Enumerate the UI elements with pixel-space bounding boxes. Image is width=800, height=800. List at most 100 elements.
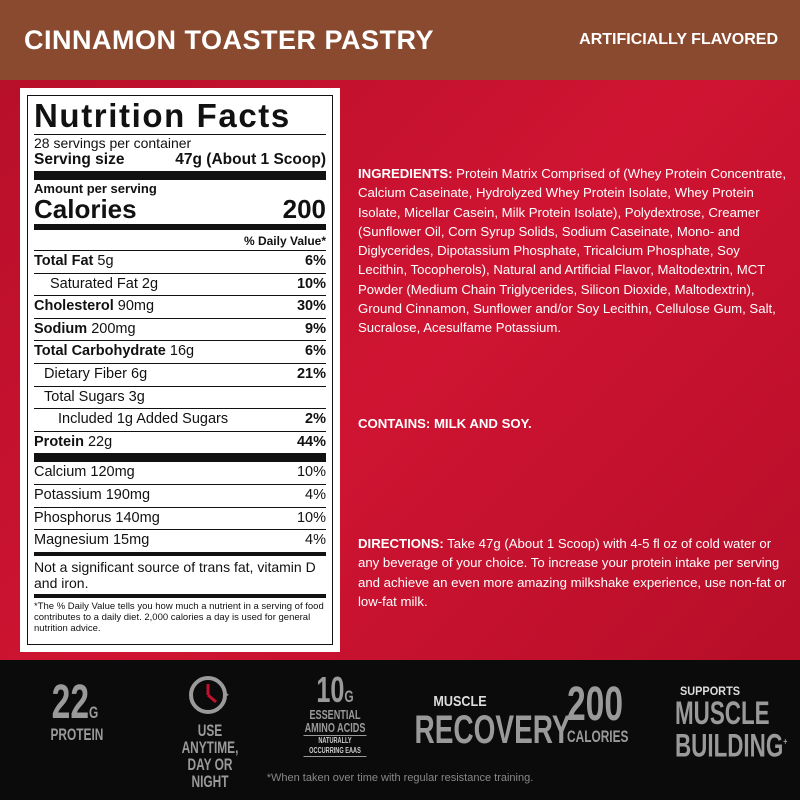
- nutrient-row: Total Sugars 3g: [34, 387, 326, 410]
- nutrient-dv: 2%: [305, 411, 326, 428]
- mineral-name: Potassium: [34, 486, 102, 503]
- not-significant-note: Not a significant source of trans fat, v…: [34, 556, 326, 598]
- badge-building: SUPPORTS MUSCLE BUILDING+: [675, 684, 787, 762]
- mineral-amount: 140mg: [115, 509, 160, 526]
- serving-size: Serving size 47g (About 1 Scoop): [34, 151, 326, 169]
- servings-per-container: 28 servings per container: [34, 135, 192, 151]
- nutrient-name: Saturated Fat: [50, 275, 138, 292]
- serving-size-value: 47g (About 1 Scoop): [175, 151, 326, 168]
- anytime-line2: DAY OR NIGHT: [187, 755, 233, 791]
- mineral-row: Potassium 190mg 4%: [34, 485, 326, 508]
- nutrient-row: Total Carbohydrate 16g 6%: [34, 341, 326, 364]
- eaa-value: 10: [316, 669, 345, 710]
- nutrient-name: Dietary Fiber: [44, 365, 127, 382]
- nutrient-dv: 6%: [305, 253, 326, 269]
- nutrient-amount: 200mg: [91, 320, 136, 337]
- nutrient-amount: 22g: [87, 433, 113, 450]
- eaa-sub2: OCCURRING EAAS: [303, 746, 367, 757]
- badge-recovery: MUSCLE RECOVERY: [414, 693, 571, 752]
- mineral-dv: 10%: [296, 509, 326, 526]
- protein-unit: G: [89, 703, 99, 722]
- nutrient-row: Included 1g Added Sugars 2%: [34, 409, 326, 432]
- mineral-row: Magnesium 15mg 4%: [34, 530, 326, 556]
- directions: DIRECTIONS: Take 47g (About 1 Scoop) wit…: [358, 534, 788, 611]
- calories-badge-value: 200: [567, 678, 624, 731]
- nutrient-row: Sodium 200mg 9%: [34, 319, 326, 342]
- benefits-bar: [0, 660, 800, 800]
- nutrient-row: Protein 22g 44%: [34, 432, 326, 463]
- mineral-amount: 15mg: [112, 532, 150, 549]
- divider: [34, 224, 326, 230]
- nutrient-dv: 44%: [296, 433, 326, 450]
- nutrient-dv: 10%: [296, 275, 326, 292]
- badge-calories: 200 CALORIES: [567, 678, 629, 746]
- ingredients-text: Protein Matrix Comprised of (Whey Protei…: [358, 166, 786, 336]
- calories-row: Calories 200: [34, 196, 326, 222]
- building-top: SUPPORTS: [679, 684, 741, 698]
- product-title: CINNAMON TOASTER PASTRY: [24, 24, 435, 55]
- calories-value: 200: [282, 194, 326, 224]
- nutrient-dv: 6%: [305, 343, 326, 360]
- mineral-amount: 190mg: [105, 486, 151, 503]
- mineral-dv: 10%: [296, 464, 326, 481]
- badge-eaa: 10G ESSENTIAL AMINO ACIDS NATURALLY OCCU…: [303, 669, 367, 757]
- anytime-line1: USE ANYTIME,: [181, 721, 239, 757]
- mineral-dv: 4%: [305, 486, 326, 503]
- nutrient-amount: 5g: [97, 253, 114, 269]
- nutrient-amount: 3g: [128, 388, 145, 405]
- daily-value-header: % Daily Value*: [34, 232, 326, 251]
- nutrient-amount: 16g: [169, 343, 195, 360]
- eaa-unit: G: [344, 687, 354, 706]
- directions-text: Take 47g (About 1 Scoop) with 4-5 fl oz …: [358, 536, 787, 609]
- badge-protein: 22G PROTEIN: [50, 679, 104, 744]
- mineral-dv: 4%: [305, 532, 326, 549]
- ingredients: INGREDIENTS: Protein Matrix Comprised of…: [358, 164, 788, 338]
- building-line1: MUSCLE: [675, 695, 770, 731]
- calories-badge-label: CALORIES: [567, 727, 629, 746]
- mineral-row: Calcium 120mg 10%: [34, 462, 326, 485]
- mineral-name: Phosphorus: [34, 509, 112, 526]
- nutrient-amount: 6g: [131, 365, 148, 382]
- protein-value: 22: [51, 676, 90, 729]
- nutrient-dv: 9%: [305, 320, 326, 337]
- nutrient-row: Dietary Fiber 6g 21%: [34, 364, 326, 387]
- mineral-name: Magnesium: [34, 532, 109, 549]
- flavor-note: ARTIFICIALLY FLAVORED: [579, 31, 778, 48]
- nutrient-name: Total Sugars: [44, 388, 125, 405]
- nutrient-name: Included 1g Added Sugars: [58, 411, 229, 428]
- recovery-main: RECOVERY: [414, 708, 571, 752]
- mineral-name: Calcium: [34, 464, 87, 481]
- nutrient-dv: 30%: [296, 298, 326, 315]
- nutrition-title: Nutrition Facts: [34, 98, 326, 135]
- eaa-line1: ESSENTIAL: [309, 707, 361, 722]
- nutrient-amount: 2g: [141, 275, 159, 292]
- nutrient-name: Cholesterol: [34, 298, 114, 315]
- building-line2: BUILDING: [675, 727, 784, 764]
- directions-label: DIRECTIONS:: [358, 536, 444, 551]
- amount-per-serving: Amount per serving: [34, 181, 157, 196]
- nutrient-name: Protein: [34, 433, 84, 450]
- allergen-statement: CONTAINS: MILK AND SOY.: [358, 416, 532, 431]
- nutrient-row: Saturated Fat 2g 10%: [34, 274, 326, 297]
- eaa-sub1: NATURALLY: [318, 736, 352, 745]
- recovery-top: MUSCLE: [433, 693, 487, 710]
- mineral-amount: 120mg: [90, 464, 135, 481]
- serving-size-label: Serving size: [34, 151, 125, 168]
- ingredients-label: INGREDIENTS:: [358, 166, 453, 181]
- building-mark: +: [783, 737, 788, 748]
- nutrient-dv: 21%: [296, 365, 326, 382]
- clock-icon: [189, 676, 229, 714]
- nutrient-name: Total Fat: [34, 253, 94, 269]
- nutrient-amount: 90mg: [117, 298, 155, 315]
- divider: [34, 171, 326, 180]
- nutrition-facts-label: Nutrition Facts 28 servings per containe…: [20, 88, 340, 652]
- nutrient-row: Cholesterol 90mg 30%: [34, 296, 326, 319]
- badge-anytime: USE ANYTIME, DAY OR NIGHT: [150, 673, 270, 790]
- mineral-row: Phosphorus 140mg 10%: [34, 508, 326, 531]
- protein-label: PROTEIN: [50, 725, 104, 744]
- eaa-line2: AMINO ACIDS: [303, 720, 367, 736]
- disclaimer: *When taken over time with regular resis…: [266, 772, 534, 784]
- daily-value-footnote: *The % Daily Value tells you how much a …: [34, 600, 324, 634]
- nutrient-name: Total Carbohydrate: [34, 343, 166, 360]
- nutrient-name: Sodium: [34, 320, 88, 337]
